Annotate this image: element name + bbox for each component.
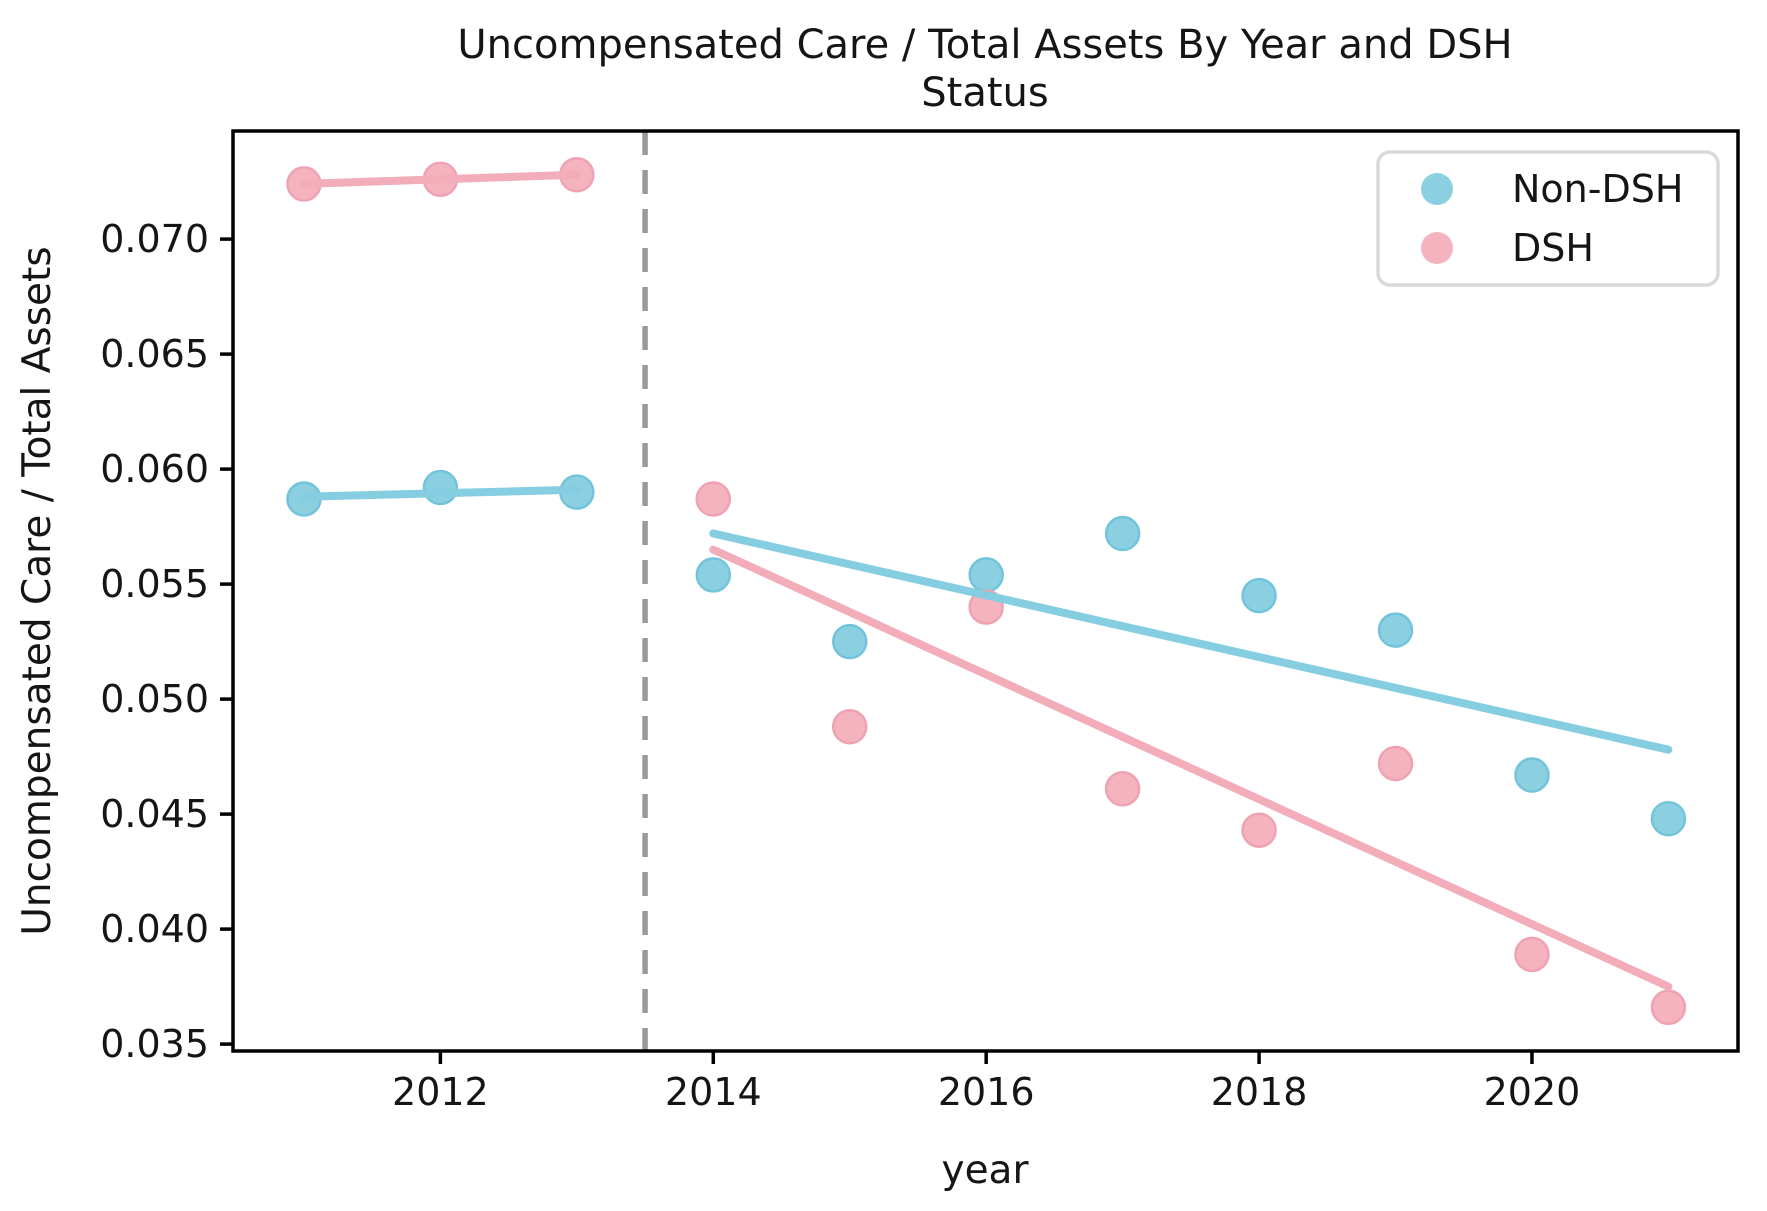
scatter-point-dsh-2021: [1650, 989, 1687, 1026]
legend-box: Non-DSH DSH: [1376, 150, 1720, 287]
scatter-point-dsh-2019: [1377, 745, 1414, 782]
scatter-point-non-dsh-2021: [1650, 800, 1687, 837]
scatter-point-dsh-2017: [1104, 771, 1141, 807]
chart-title-line2: Status: [921, 70, 1048, 116]
scatter-point-dsh-2015: [831, 708, 868, 745]
trend-line-dsh: [299, 170, 581, 188]
y-tick-label: 0.070: [100, 217, 209, 261]
scatter-point-non-dsh-2017: [1104, 515, 1141, 552]
scatter-point-non-dsh-2019: [1377, 612, 1414, 648]
trend-line-dsh: [709, 545, 1673, 991]
scatter-point-non-dsh-2014: [695, 557, 732, 593]
y-tick-label: 0.050: [100, 677, 209, 721]
axes-layer: 2012 2014 2016 2018 2020 0.035 0.040 0.045 0.050…: [100, 129, 1740, 1114]
scatter-point-non-dsh-2020: [1514, 757, 1550, 793]
x-tick-label: 2020: [1484, 1070, 1581, 1114]
trend-line-non-dsh: [709, 529, 1673, 754]
x-tick-label: 2018: [1211, 1070, 1308, 1114]
y-tick-label: 0.035: [100, 1022, 209, 1066]
y-tick-label: 0.065: [100, 332, 209, 376]
y-tick-label: 0.045: [100, 792, 209, 836]
scatter-point-non-dsh-2016: [968, 557, 1004, 593]
trend-line-non-dsh: [299, 485, 581, 501]
scatter-point-dsh-2018: [1241, 812, 1277, 848]
x-tick-label: 2012: [392, 1070, 489, 1114]
x-axis-label: year: [941, 1148, 1029, 1193]
scatter-point-non-dsh-2015: [831, 623, 868, 660]
legend-marker-dsh: [1421, 232, 1453, 264]
scatter-point-dsh-2020: [1514, 936, 1550, 973]
scatter-point-dsh-2014: [695, 481, 732, 517]
x-tick-label: 2016: [938, 1070, 1035, 1114]
x-tick-label: 2014: [665, 1070, 762, 1114]
y-axis-label: Uncompensated Care / Total Assets: [15, 246, 60, 935]
chart-title-line1: Uncompensated Care / Total Assets By Yea…: [457, 22, 1512, 68]
y-tick-label: 0.055: [100, 562, 209, 606]
legend-frame: [1376, 150, 1720, 287]
scatter-point-non-dsh-2018: [1241, 577, 1277, 614]
y-tick-label: 0.040: [100, 907, 209, 951]
y-tick-label: 0.060: [100, 447, 209, 491]
scatter-points-layer: [286, 156, 1687, 1026]
trend-lines-layer: [299, 170, 1673, 991]
legend-label-dsh: DSH: [1512, 226, 1594, 270]
legend-label-non-dsh: Non-DSH: [1512, 167, 1683, 211]
scatter-point-non-dsh-2012: [422, 469, 459, 506]
legend-marker-non-dsh: [1421, 173, 1453, 205]
